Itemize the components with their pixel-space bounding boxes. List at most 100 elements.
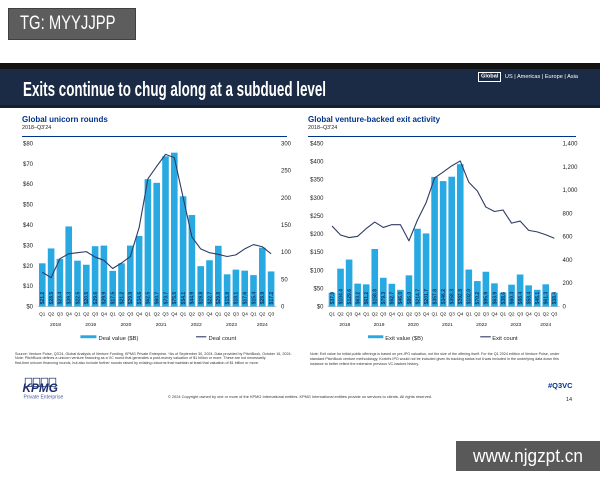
svg-text:600: 600 bbox=[563, 235, 574, 241]
svg-text:1,000: 1,000 bbox=[563, 188, 579, 194]
svg-text:$102.0: $102.0 bbox=[467, 289, 473, 305]
svg-text:$61.3: $61.3 bbox=[544, 292, 550, 305]
svg-text:$20.5: $20.5 bbox=[84, 292, 90, 305]
svg-text:$38.4: $38.4 bbox=[552, 292, 558, 305]
svg-text:2019: 2019 bbox=[85, 322, 96, 328]
svg-text:$29.6: $29.6 bbox=[93, 292, 99, 305]
svg-text:2024: 2024 bbox=[540, 322, 551, 328]
svg-text:2020: 2020 bbox=[120, 322, 131, 328]
svg-text:200: 200 bbox=[281, 196, 292, 202]
svg-text:Q1: Q1 bbox=[39, 312, 46, 317]
svg-text:$79.3: $79.3 bbox=[381, 292, 387, 305]
svg-text:$400: $400 bbox=[310, 160, 324, 166]
svg-text:$44.9: $44.9 bbox=[190, 292, 196, 305]
svg-text:Exit count: Exit count bbox=[492, 336, 518, 342]
svg-text:$58.4: $58.4 bbox=[527, 292, 533, 305]
svg-text:Q1: Q1 bbox=[466, 312, 473, 317]
svg-text:$38.6: $38.6 bbox=[501, 292, 507, 305]
svg-text:$63.9: $63.9 bbox=[492, 292, 498, 305]
svg-text:$62.5: $62.5 bbox=[146, 292, 152, 305]
svg-text:Q1: Q1 bbox=[250, 312, 257, 317]
svg-text:Q3: Q3 bbox=[449, 312, 456, 317]
svg-text:300: 300 bbox=[281, 142, 292, 148]
svg-text:$214.7: $214.7 bbox=[415, 289, 421, 305]
svg-text:Q2: Q2 bbox=[259, 312, 266, 317]
svg-text:Q2: Q2 bbox=[224, 312, 231, 317]
svg-text:$54.1: $54.1 bbox=[181, 292, 187, 305]
svg-text:Q4: Q4 bbox=[491, 312, 498, 317]
svg-text:$201.7: $201.7 bbox=[424, 289, 430, 305]
svg-text:2018: 2018 bbox=[50, 322, 61, 328]
svg-text:$10: $10 bbox=[23, 284, 34, 290]
svg-text:$80: $80 bbox=[23, 142, 34, 148]
svg-text:$300: $300 bbox=[310, 196, 324, 202]
svg-text:Private Enterprise: Private Enterprise bbox=[24, 395, 64, 401]
svg-text:$28.5: $28.5 bbox=[49, 292, 55, 305]
svg-text:$15.8: $15.8 bbox=[225, 292, 231, 305]
svg-text:Q3: Q3 bbox=[346, 312, 353, 317]
svg-text:2023: 2023 bbox=[226, 322, 237, 328]
svg-text:$60.3: $60.3 bbox=[509, 292, 515, 305]
svg-text:Q3: Q3 bbox=[127, 312, 134, 317]
svg-text:$15.4: $15.4 bbox=[251, 292, 257, 305]
svg-text:Q4: Q4 bbox=[242, 312, 249, 317]
svg-text:$250: $250 bbox=[310, 214, 324, 220]
svg-text:Q3: Q3 bbox=[414, 312, 421, 317]
svg-text:$22.5: $22.5 bbox=[75, 292, 81, 305]
svg-text:Q4: Q4 bbox=[101, 312, 108, 317]
svg-text:$29.8: $29.8 bbox=[216, 292, 222, 305]
svg-text:Exit value ($B): Exit value ($B) bbox=[385, 336, 423, 342]
svg-text:$17.5: $17.5 bbox=[111, 292, 117, 305]
svg-text:$63.2: $63.2 bbox=[356, 292, 362, 305]
svg-text:Q4: Q4 bbox=[206, 312, 213, 317]
svg-text:$61.2: $61.2 bbox=[364, 292, 370, 305]
svg-text:Q1: Q1 bbox=[397, 312, 404, 317]
svg-text:100: 100 bbox=[281, 250, 292, 256]
svg-text:Q2: Q2 bbox=[118, 312, 125, 317]
svg-text:Q2: Q2 bbox=[83, 312, 90, 317]
svg-text:$357.8: $357.8 bbox=[432, 289, 438, 305]
svg-text:Q1: Q1 bbox=[74, 312, 81, 317]
svg-text:$129.6: $129.6 bbox=[347, 289, 353, 305]
svg-text:Q1: Q1 bbox=[500, 312, 507, 317]
svg-text:1,400: 1,400 bbox=[563, 142, 579, 148]
svg-text:200: 200 bbox=[563, 281, 574, 287]
svg-text:Q3: Q3 bbox=[233, 312, 240, 317]
svg-text:Deal count: Deal count bbox=[209, 336, 237, 342]
svg-text:$21.2: $21.2 bbox=[119, 292, 125, 305]
svg-text:2022: 2022 bbox=[476, 322, 487, 328]
svg-text:$346.2: $346.2 bbox=[441, 289, 447, 305]
svg-text:$75.5: $75.5 bbox=[172, 292, 178, 305]
svg-text:$50: $50 bbox=[23, 203, 34, 209]
svg-text:$70: $70 bbox=[23, 162, 34, 168]
svg-text:Q4: Q4 bbox=[66, 312, 73, 317]
svg-text:Q3: Q3 bbox=[551, 312, 558, 317]
svg-text:Q1: Q1 bbox=[180, 312, 187, 317]
svg-text:$88.4: $88.4 bbox=[518, 292, 524, 305]
svg-text:Q3: Q3 bbox=[483, 312, 490, 317]
svg-text:$358.3: $358.3 bbox=[450, 289, 456, 305]
svg-text:$73.7: $73.7 bbox=[163, 292, 169, 305]
svg-text:$0: $0 bbox=[26, 305, 33, 311]
svg-text:$392.8: $392.8 bbox=[458, 289, 464, 305]
svg-text:$46.0: $46.0 bbox=[398, 292, 404, 305]
svg-text:Q3: Q3 bbox=[162, 312, 169, 317]
svg-text:$17.6: $17.6 bbox=[243, 292, 249, 305]
svg-text:$37.9: $37.9 bbox=[330, 292, 336, 305]
svg-text:$40: $40 bbox=[23, 223, 34, 229]
svg-text:400: 400 bbox=[563, 258, 574, 264]
svg-text:Q4: Q4 bbox=[355, 312, 362, 317]
svg-text:50: 50 bbox=[281, 277, 288, 283]
svg-text:Q2: Q2 bbox=[337, 312, 344, 317]
svg-text:$104.4: $104.4 bbox=[338, 289, 344, 305]
svg-text:Q1: Q1 bbox=[431, 312, 438, 317]
svg-text:$60: $60 bbox=[23, 182, 34, 188]
svg-text:$200: $200 bbox=[310, 232, 324, 238]
svg-text:Q2: Q2 bbox=[154, 312, 161, 317]
svg-text:800: 800 bbox=[563, 211, 574, 217]
svg-text:$30: $30 bbox=[23, 243, 34, 249]
svg-text:Q1: Q1 bbox=[215, 312, 222, 317]
svg-text:$22.7: $22.7 bbox=[207, 292, 213, 305]
svg-text:2024: 2024 bbox=[257, 322, 268, 328]
svg-text:Q2: Q2 bbox=[189, 312, 196, 317]
